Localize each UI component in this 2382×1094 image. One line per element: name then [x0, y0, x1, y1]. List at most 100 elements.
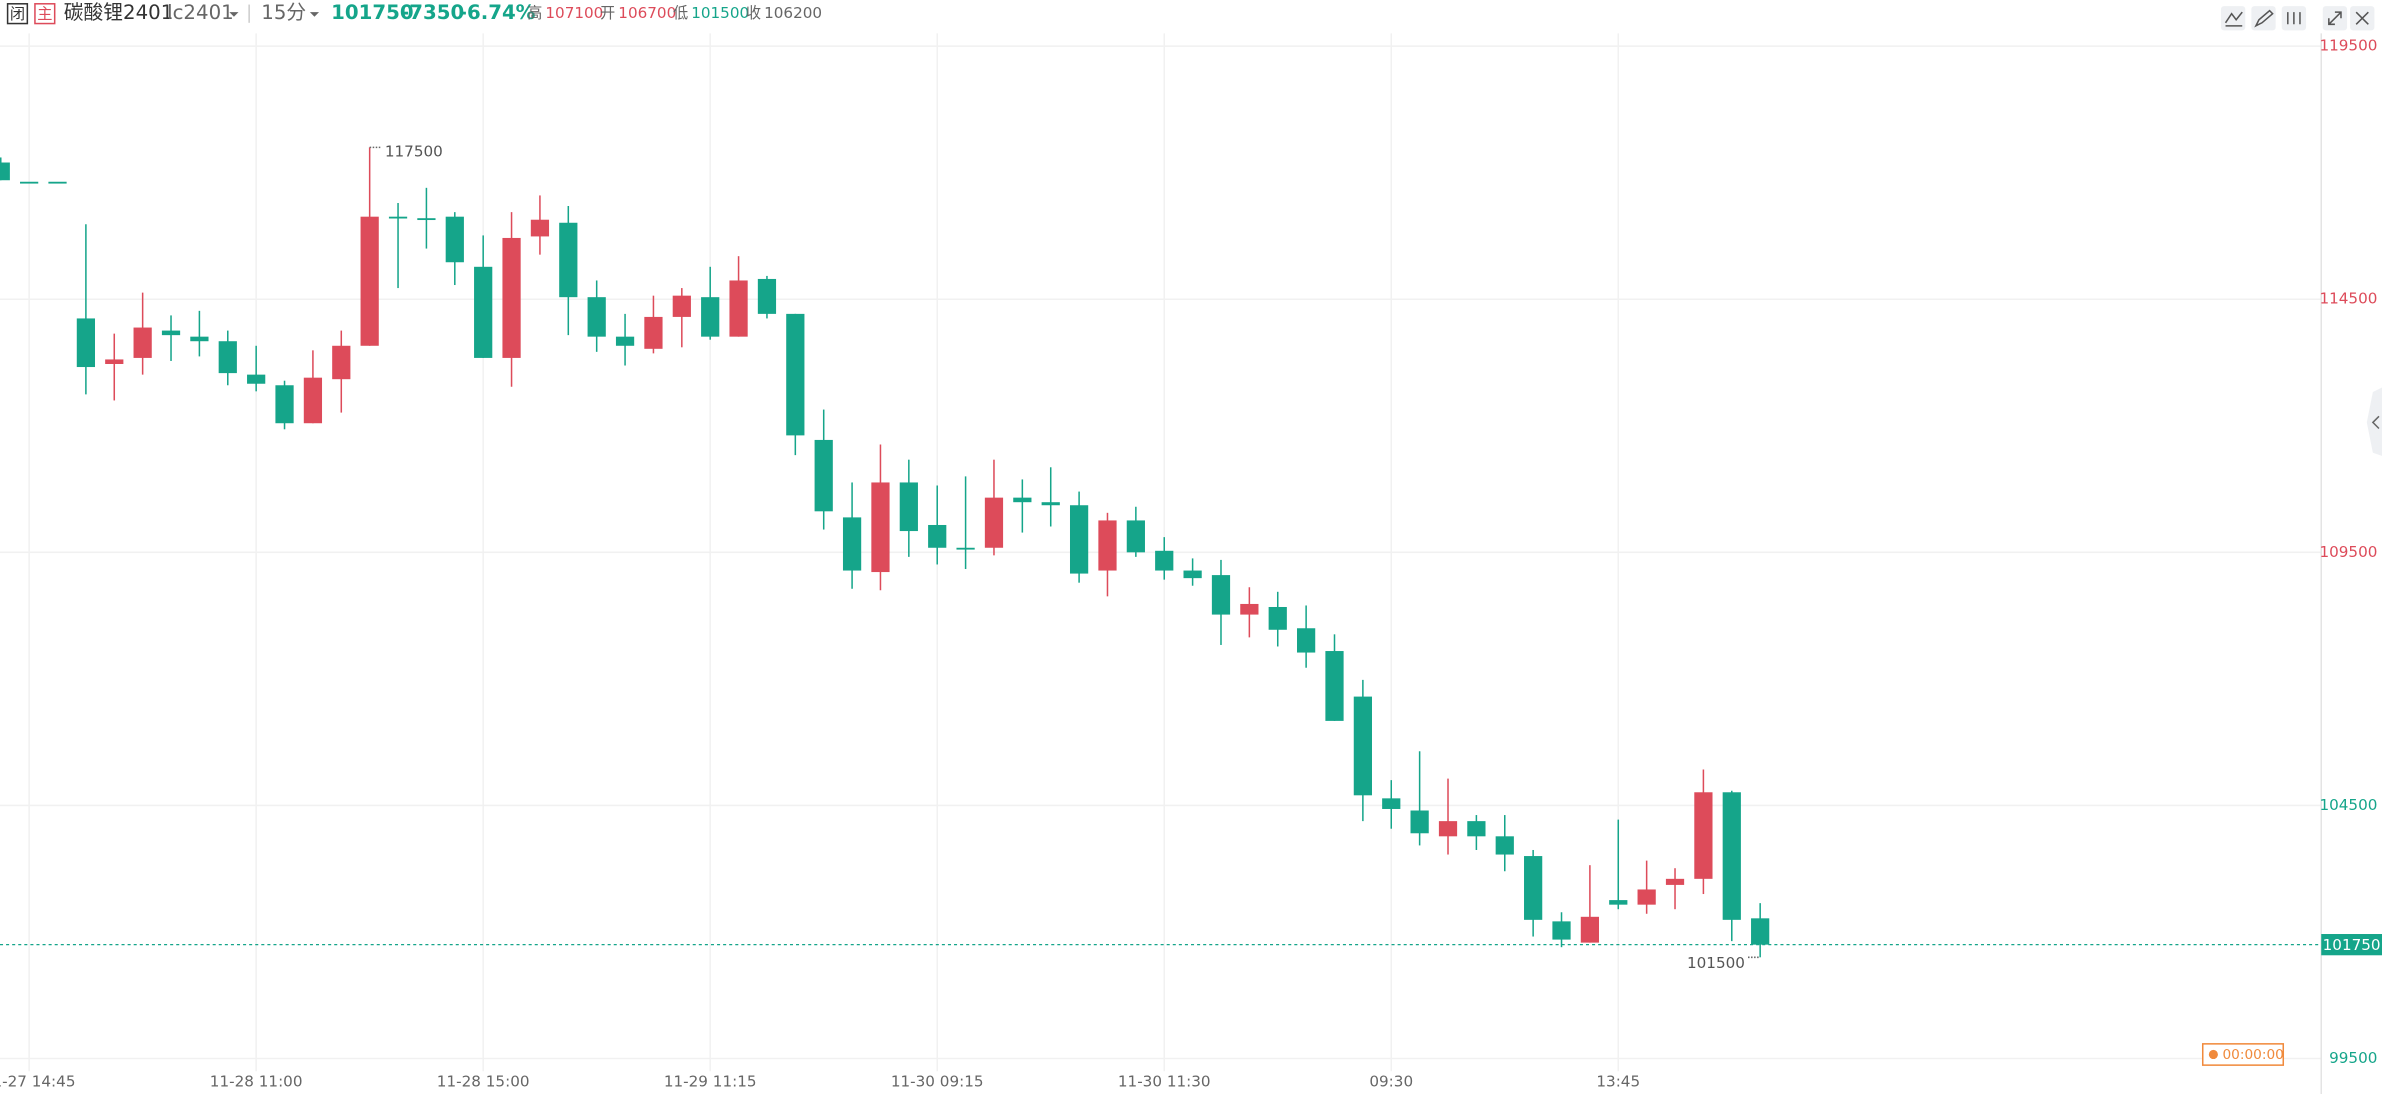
last-price: 101750	[331, 1, 413, 24]
last-price-tag	[2321, 934, 2382, 956]
candle-body	[701, 297, 720, 337]
candle-body	[984, 497, 1004, 548]
candle-body	[644, 316, 663, 349]
draw-icon	[2254, 9, 2274, 28]
main-tag: 主	[37, 5, 52, 23]
status-box	[6, 3, 29, 25]
candle-body	[360, 216, 379, 346]
candle-body	[672, 295, 691, 317]
price-change-pct: -6.74%	[459, 1, 536, 24]
indicator-button[interactable]	[2220, 6, 2246, 31]
low-label: 低	[673, 4, 688, 22]
low-annotation: 101500	[1687, 954, 1745, 972]
candle-body	[1183, 570, 1202, 579]
candle-body	[559, 222, 578, 298]
x-tick-label: 11-30 09:15	[891, 1072, 984, 1090]
candle-body	[1382, 798, 1401, 809]
candle-body	[1552, 921, 1571, 940]
high-annotation: 117500	[385, 142, 443, 160]
candle-body	[729, 280, 748, 337]
settings-icon	[2287, 12, 2301, 25]
candle-body	[275, 385, 294, 424]
candle-body	[76, 318, 96, 368]
dropdown-icon[interactable]	[229, 12, 239, 17]
toolbar	[2220, 6, 2375, 31]
x-tick-label: 11-27 14:45	[0, 1072, 75, 1090]
candle-body	[105, 359, 124, 364]
candle-body	[1268, 606, 1287, 630]
y-tick-label: 104500	[2319, 796, 2377, 814]
y-tick-label: 119500	[2319, 37, 2377, 55]
candle-body	[1325, 651, 1344, 721]
last-price-tag-label: 101750	[2323, 936, 2381, 954]
close-label: 收	[746, 4, 761, 22]
symbol-name[interactable]: 碳酸锂2401	[64, 1, 174, 24]
period[interactable]: 15分	[261, 1, 306, 24]
high-value: 107100	[545, 4, 603, 22]
candle-body	[814, 439, 833, 512]
candle-body	[474, 266, 493, 358]
candle-body	[1694, 792, 1713, 879]
candle-body	[1751, 918, 1770, 945]
candle-body	[1722, 792, 1741, 920]
x-tick-label: 11-30 11:30	[1118, 1072, 1211, 1090]
candle-body	[1524, 856, 1543, 920]
timer-icon	[2208, 1049, 2218, 1060]
price-change: -7350	[401, 1, 464, 24]
side-panel-arrow	[2371, 415, 2380, 430]
candle-body	[615, 336, 635, 346]
candle-body	[871, 482, 890, 573]
timer: 00:00:00	[2222, 1047, 2283, 1063]
candle-body	[1609, 900, 1628, 905]
y-tick-label: 109500	[2319, 543, 2377, 561]
candle-body	[899, 482, 918, 532]
y-tick-label: 114500	[2319, 290, 2377, 308]
close-icon	[2355, 11, 2369, 25]
candle-body	[1126, 520, 1145, 553]
x-tick-label: 11-28 11:00	[210, 1072, 303, 1090]
candle-body	[388, 216, 408, 219]
candle-body	[1240, 603, 1259, 615]
candle-body	[133, 327, 152, 358]
open-label: 开	[600, 4, 615, 22]
x-tick-label: 09:30	[1369, 1072, 1413, 1090]
open-value: 106700	[618, 4, 676, 22]
candle-body	[48, 181, 67, 184]
candle-body	[332, 345, 351, 380]
status: 闭	[10, 5, 25, 23]
candle-body	[1098, 520, 1117, 571]
candle-body	[247, 374, 266, 384]
close-value: 106200	[764, 4, 822, 22]
candle-body	[1041, 502, 1060, 506]
candle-body	[1467, 821, 1486, 837]
main-box	[34, 3, 56, 25]
candle-body	[190, 336, 209, 342]
candle-body	[1580, 916, 1600, 943]
high-label: 高	[527, 4, 542, 22]
symbol-code[interactable]: lc2401	[167, 1, 234, 24]
candle-body	[1013, 497, 1032, 503]
candle-body	[530, 219, 550, 237]
x-tick-label: 11-28 15:00	[437, 1072, 530, 1090]
candle-body	[1410, 810, 1429, 834]
candle-body	[161, 330, 181, 336]
candle-body	[757, 278, 777, 314]
candle-body	[1297, 628, 1316, 653]
candle-body	[928, 524, 947, 548]
candle-body	[417, 218, 436, 221]
y-tick-label: 99500	[2329, 1049, 2377, 1067]
timer-box	[2201, 1043, 2285, 1066]
dropdown-icon[interactable]	[309, 12, 320, 17]
candle-body	[1211, 575, 1231, 615]
candle-body	[1495, 836, 1514, 855]
candle-body	[1069, 505, 1089, 574]
candle-body	[842, 517, 862, 571]
x-tick-label: 13:45	[1596, 1072, 1640, 1090]
candle-body	[1637, 889, 1656, 905]
candle-body	[1155, 550, 1174, 571]
candle-body	[587, 297, 606, 337]
